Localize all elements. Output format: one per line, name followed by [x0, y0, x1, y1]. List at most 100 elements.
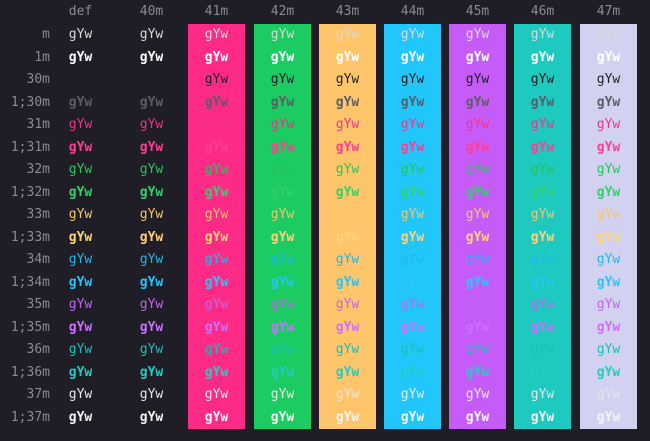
- sample-cell: gYw: [465, 342, 490, 357]
- sample-cell: gYw: [596, 207, 621, 222]
- sample-cell: gYw: [465, 207, 490, 222]
- sample-cell: gYw: [139, 49, 164, 65]
- column-header-46m: 46m: [530, 4, 555, 19]
- column-header-41m: 41m: [204, 4, 229, 19]
- sample-cell: gYw: [530, 184, 555, 200]
- sample-cell: gYw: [465, 49, 490, 65]
- sample-cell: gYw: [204, 387, 229, 402]
- sample-cell: gYw: [335, 49, 360, 65]
- sample-cell: gYw: [596, 229, 621, 245]
- sample-cell: gYw: [400, 27, 425, 42]
- sample-cell: gYw: [270, 162, 295, 177]
- sample-cell: gYw: [335, 184, 360, 200]
- sample-cell: gYw: [400, 409, 425, 425]
- sample-cell: gYw: [465, 184, 490, 200]
- sample-cell: gYw: [596, 27, 621, 42]
- sample-cell: gYw: [400, 94, 425, 110]
- sample-cell: gYw: [204, 94, 229, 110]
- sample-cell: gYw: [465, 387, 490, 402]
- sample-cell: gYw: [335, 364, 360, 380]
- sample-cell: gYw: [530, 252, 555, 267]
- sample-cell: gYw: [400, 274, 425, 290]
- column-header-42m: 42m: [270, 4, 295, 19]
- column-header-def: def: [68, 4, 93, 19]
- sample-cell: gYw: [465, 139, 490, 155]
- sample-cell: gYw: [400, 342, 425, 357]
- sample-cell: gYw: [270, 27, 295, 42]
- row-label-37m: 37m: [26, 387, 50, 402]
- sample-cell: gYw: [530, 364, 555, 380]
- bg-column-47m: [580, 24, 637, 429]
- sample-cell: gYw: [596, 409, 621, 425]
- sample-cell: gYw: [530, 117, 555, 132]
- sample-cell: gYw: [596, 364, 621, 380]
- sample-cell: gYw: [596, 94, 621, 110]
- sample-cell: gYw: [596, 274, 621, 290]
- sample-cell: gYw: [68, 162, 93, 177]
- sample-cell: gYw: [68, 252, 93, 267]
- sample-cell: gYw: [400, 297, 425, 312]
- sample-cell: gYw: [270, 274, 295, 290]
- sample-cell: gYw: [465, 72, 490, 87]
- bg-column-43m: [319, 24, 376, 429]
- sample-cell: gYw: [596, 162, 621, 177]
- sample-cell: gYw: [335, 207, 360, 222]
- row-label-31m: 31m: [26, 117, 50, 132]
- sample-cell: gYw: [68, 139, 93, 155]
- sample-cell: gYw: [335, 387, 360, 402]
- sample-cell: gYw: [139, 207, 164, 222]
- sample-cell: gYw: [204, 297, 229, 312]
- column-header-45m: 45m: [465, 4, 490, 19]
- sample-cell: gYw: [270, 364, 295, 380]
- sample-cell: gYw: [596, 184, 621, 200]
- sample-cell: gYw: [68, 49, 93, 65]
- row-label-33m: 33m: [26, 207, 50, 222]
- row-label-1;35m: 1;35m: [10, 319, 50, 335]
- sample-cell: gYw: [530, 139, 555, 155]
- sample-cell: gYw: [530, 409, 555, 425]
- sample-cell: gYw: [204, 207, 229, 222]
- sample-cell: gYw: [204, 117, 229, 132]
- sample-cell: gYw: [139, 387, 164, 402]
- sample-cell: gYw: [530, 274, 555, 290]
- sample-cell: gYw: [204, 49, 229, 65]
- row-label-1;37m: 1;37m: [10, 409, 50, 425]
- sample-cell: gYw: [335, 409, 360, 425]
- sample-cell: gYw: [530, 229, 555, 245]
- row-label-36m: 36m: [26, 342, 50, 357]
- sample-cell: gYw: [465, 162, 490, 177]
- sample-cell: gYw: [596, 117, 621, 132]
- sample-cell: gYw: [270, 49, 295, 65]
- sample-cell: gYw: [139, 342, 164, 357]
- sample-cell: gYw: [204, 319, 229, 335]
- sample-cell: gYw: [400, 207, 425, 222]
- row-label-1;31m: 1;31m: [10, 139, 50, 155]
- row-label-1;36m: 1;36m: [10, 364, 50, 380]
- sample-cell: gYw: [465, 252, 490, 267]
- sample-cell: gYw: [465, 27, 490, 42]
- sample-cell: gYw: [400, 229, 425, 245]
- sample-cell: gYw: [335, 94, 360, 110]
- sample-cell: gYw: [270, 297, 295, 312]
- sample-cell: gYw: [68, 274, 93, 290]
- sample-cell: gYw: [400, 387, 425, 402]
- sample-cell: gYw: [400, 364, 425, 380]
- sample-cell: gYw: [465, 94, 490, 110]
- sample-cell: gYw: [335, 319, 360, 335]
- sample-cell: gYw: [139, 297, 164, 312]
- sample-cell: gYw: [270, 94, 295, 110]
- bg-column-45m: [449, 24, 506, 429]
- column-header-40m: 40m: [139, 4, 164, 19]
- sample-cell: gYw: [68, 342, 93, 357]
- sample-cell: gYw: [335, 229, 360, 245]
- sample-cell: gYw: [400, 72, 425, 87]
- sample-cell: gYw: [270, 342, 295, 357]
- sample-cell: gYw: [335, 162, 360, 177]
- sample-cell: gYw: [465, 117, 490, 132]
- sample-cell: gYw: [335, 117, 360, 132]
- sample-cell: gYw: [596, 252, 621, 267]
- sample-cell: gYw: [596, 342, 621, 357]
- sample-cell: gYw: [68, 229, 93, 245]
- sample-cell: gYw: [68, 409, 93, 425]
